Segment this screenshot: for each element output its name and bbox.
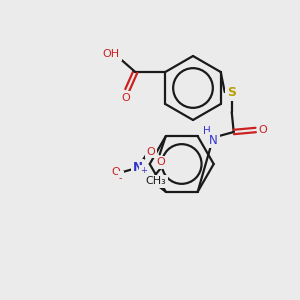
Text: N: N bbox=[133, 161, 143, 174]
Text: O: O bbox=[121, 93, 130, 103]
Text: O: O bbox=[258, 125, 267, 135]
Text: +: + bbox=[140, 166, 147, 175]
Text: O: O bbox=[111, 167, 120, 177]
Text: -: - bbox=[119, 173, 122, 183]
Text: O: O bbox=[146, 147, 155, 157]
Text: N: N bbox=[209, 134, 218, 146]
Text: OH: OH bbox=[103, 49, 120, 59]
Text: S: S bbox=[227, 86, 236, 100]
Text: H: H bbox=[203, 126, 211, 136]
Text: O: O bbox=[156, 157, 165, 167]
Text: CH₃: CH₃ bbox=[145, 176, 166, 186]
